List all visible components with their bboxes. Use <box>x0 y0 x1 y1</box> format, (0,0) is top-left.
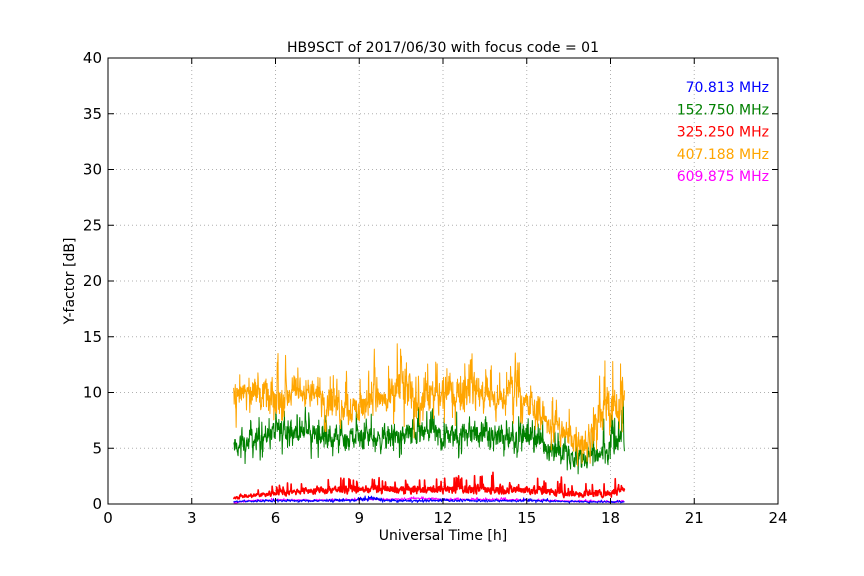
x-tick-label: 24 <box>768 509 787 527</box>
x-tick-label: 3 <box>187 509 197 527</box>
legend-entry: 70.813 MHz <box>686 80 769 96</box>
x-axis-label: Universal Time [h] <box>379 528 507 544</box>
legend-entry: 152.750 MHz <box>677 102 769 118</box>
y-axis-label: Y-factor [dB] <box>62 238 78 326</box>
y-tick-label: 0 <box>92 495 102 513</box>
x-tick-label: 0 <box>103 509 113 527</box>
legend: 70.813 MHz 152.750 MHz 325.250 MHz 407.188 … <box>677 80 769 185</box>
y-tick-label: 20 <box>83 272 102 290</box>
y-tick-label: 25 <box>83 216 102 234</box>
x-tick-label: 12 <box>433 509 452 527</box>
y-tick-label: 10 <box>83 384 102 402</box>
legend-entry: 407.188 MHz <box>677 147 769 163</box>
series-line-407-188-mhz <box>233 343 625 467</box>
plot-area <box>232 343 626 504</box>
series-line-325-250-mhz <box>232 471 626 500</box>
series-layer <box>232 343 626 504</box>
x-tick-label: 6 <box>271 509 281 527</box>
series-line-70-813-mhz <box>233 495 625 504</box>
ticks: 0 3 6 9 12 15 18 21 24 0 5 10 15 20 25 30 35 40 <box>83 49 788 527</box>
legend-entry: 609.875 MHz <box>677 169 769 185</box>
legend-entry: 325.250 MHz <box>677 125 769 141</box>
y-tick-label: 40 <box>83 49 102 67</box>
series-line-152-750-mhz <box>233 399 625 475</box>
y-tick-label: 30 <box>83 161 102 179</box>
y-tick-label: 35 <box>83 105 102 123</box>
x-tick-label: 15 <box>517 509 536 527</box>
x-tick-label: 18 <box>601 509 620 527</box>
chart-title: HB9SCT of 2017/06/30 with focus code = 0… <box>287 40 599 56</box>
y-tick-label: 15 <box>83 328 102 346</box>
y-tick-label: 5 <box>92 439 102 457</box>
x-tick-label: 21 <box>685 509 704 527</box>
x-tick-label: 9 <box>354 509 364 527</box>
